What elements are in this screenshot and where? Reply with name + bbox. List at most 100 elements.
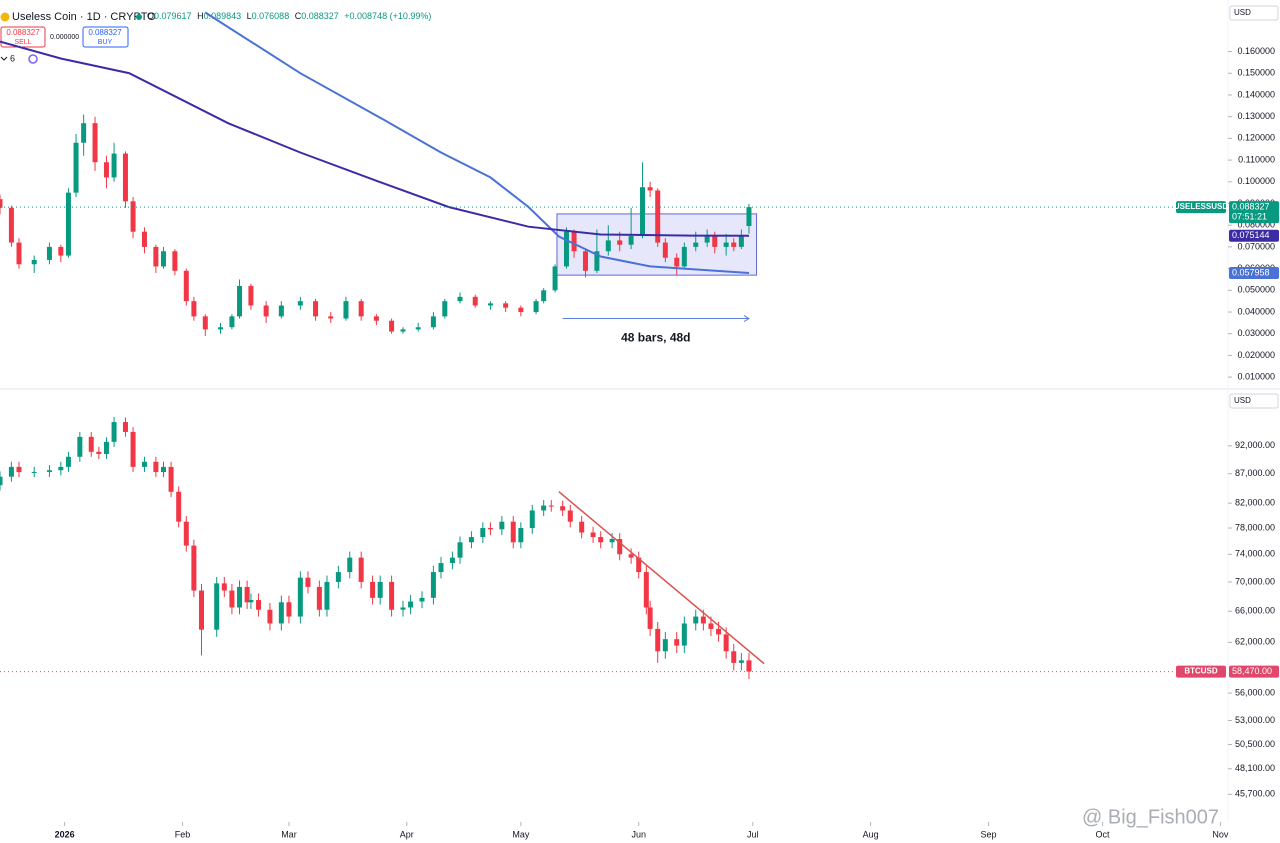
currency-box[interactable] xyxy=(1229,393,1279,409)
ohlc-value: 0.079617 xyxy=(154,11,192,21)
y-tick-label: 0.100000 xyxy=(1237,176,1275,186)
candle-body xyxy=(716,628,722,635)
buy-button[interactable]: 0.088327 BUY xyxy=(82,26,129,48)
x-tick-label: Jun xyxy=(631,829,646,839)
candle-body xyxy=(160,466,166,473)
candle-body xyxy=(389,320,395,332)
currency-box[interactable] xyxy=(1229,5,1279,21)
candle-body xyxy=(590,532,596,538)
currency-selector[interactable]: USD xyxy=(1229,393,1279,409)
candle-body xyxy=(408,601,414,608)
candle-body xyxy=(643,572,649,608)
candle-body xyxy=(16,242,22,265)
candle-body xyxy=(46,470,52,472)
candle-body xyxy=(103,162,109,178)
candle-body xyxy=(746,207,752,227)
x-tick-label: Apr xyxy=(400,829,414,839)
x-tick-label: Oct xyxy=(1096,829,1111,839)
currency-selector[interactable]: USD xyxy=(1229,5,1279,21)
y-tick-label: 70,000.00 xyxy=(1235,576,1275,586)
candle-body xyxy=(198,590,204,630)
currency[interactable]: USD xyxy=(1234,8,1251,17)
y-tick-label: 0.050000 xyxy=(1237,285,1275,295)
candle-body xyxy=(457,296,463,302)
y-tick-label: 0.010000 xyxy=(1237,372,1275,382)
candle-body xyxy=(96,451,102,455)
symbol-title[interactable]: Useless Coin · 1D · CRYPTO xyxy=(12,11,156,23)
x-tick-label: Aug xyxy=(863,829,879,839)
price-tag xyxy=(1229,229,1279,242)
y-tick-label: 0.080000 xyxy=(1237,220,1275,230)
candle-body xyxy=(708,623,714,629)
candle-body xyxy=(541,505,547,511)
x-tick-label: May xyxy=(512,829,530,839)
candle-body xyxy=(700,616,706,624)
symbol-tag-label: USELESSUSD xyxy=(1174,202,1228,211)
countdown: 07:51:21 xyxy=(1232,211,1267,221)
coin-icon xyxy=(0,12,10,22)
candle-body xyxy=(430,572,436,598)
candle-body xyxy=(628,554,634,558)
buy-label[interactable]: BUY xyxy=(98,39,113,46)
candle-body xyxy=(712,236,718,247)
candle-body xyxy=(297,577,303,617)
measure-arrow xyxy=(743,315,750,322)
candle-body xyxy=(723,634,729,652)
candle-body xyxy=(92,123,98,163)
watermark: @ Big_Fish007 xyxy=(1082,806,1219,828)
candle-body xyxy=(693,242,699,247)
candle-body xyxy=(248,285,254,306)
candle-body xyxy=(256,600,262,610)
candle-body xyxy=(674,257,680,267)
candle-body xyxy=(449,557,455,564)
candle-body xyxy=(731,242,737,247)
candle-body xyxy=(499,521,505,530)
status-dot xyxy=(136,14,142,20)
candle-body xyxy=(237,285,243,317)
sell-price[interactable]: 0.088327 xyxy=(6,28,40,37)
candle-body xyxy=(111,153,117,178)
y-tick-label: 78,000.00 xyxy=(1235,522,1275,532)
candle-body xyxy=(704,236,710,243)
candle-body xyxy=(122,422,128,432)
x-tick-label: 2026 xyxy=(55,829,75,839)
ohlc-value: 0.076088 xyxy=(252,11,290,21)
candle-body xyxy=(172,251,178,271)
indicator-count[interactable]: 6 xyxy=(10,53,15,63)
candle-body xyxy=(122,153,128,202)
currency[interactable]: USD xyxy=(1234,396,1251,405)
y-tick-label: 0.070000 xyxy=(1237,241,1275,251)
ohlc-value: 0.088327 xyxy=(301,11,339,21)
candle-body xyxy=(738,660,744,663)
candle-body xyxy=(563,231,569,267)
candle-body xyxy=(8,207,14,243)
sell-label[interactable]: SELL xyxy=(14,39,31,46)
candle-body xyxy=(438,563,444,573)
candle-body xyxy=(65,456,71,467)
y-tick-label: 56,000.00 xyxy=(1235,687,1275,697)
candle-body xyxy=(221,583,227,591)
candle-body xyxy=(628,236,634,245)
candle-body xyxy=(88,436,94,452)
candle-body xyxy=(723,242,729,247)
sync-icon[interactable] xyxy=(28,54,38,64)
candle-body xyxy=(183,270,189,302)
x-tick-label: Nov xyxy=(1212,829,1229,839)
candle-body xyxy=(518,528,524,543)
y-tick-label: 50,500.00 xyxy=(1235,739,1275,749)
chevron[interactable] xyxy=(0,56,8,61)
symbol-tag xyxy=(1176,665,1226,678)
ohlc-key: L xyxy=(247,11,252,21)
candle-body xyxy=(130,201,136,232)
candle-body xyxy=(617,240,623,245)
candle-body xyxy=(655,628,661,652)
candle-body xyxy=(541,290,547,302)
buy-price[interactable]: 0.088327 xyxy=(88,28,122,37)
candle-body xyxy=(214,583,220,630)
candle-body xyxy=(442,301,448,317)
candle-body xyxy=(153,461,159,473)
candle-body xyxy=(0,199,3,208)
buy-box[interactable] xyxy=(82,26,129,48)
candle-body xyxy=(81,123,87,143)
